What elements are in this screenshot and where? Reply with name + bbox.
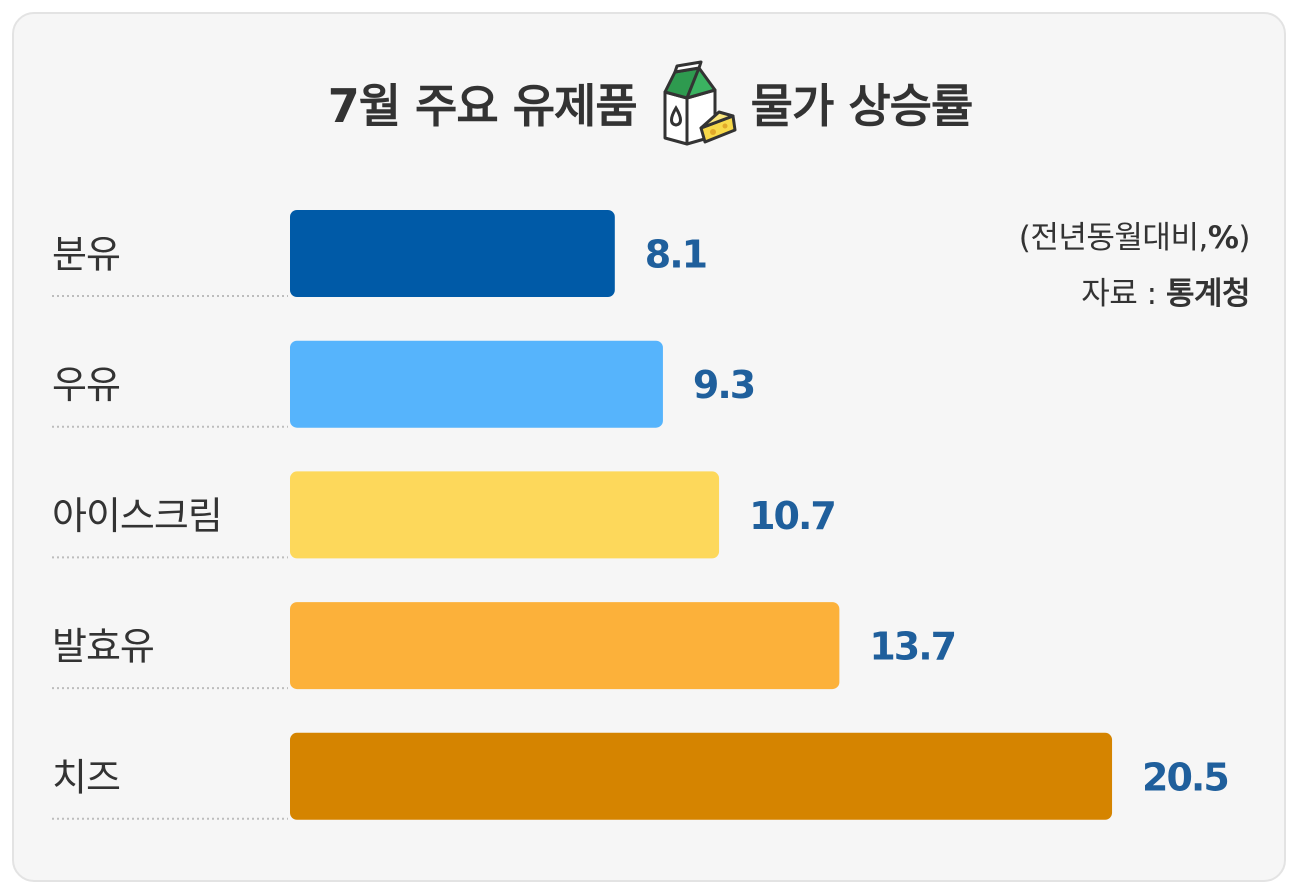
- bar: [290, 471, 720, 559]
- bar: [290, 210, 615, 297]
- chart-title: 7월 주요 유제품 물가 상승률: [0, 58, 1300, 148]
- value-label: 13.7: [869, 625, 955, 669]
- value-label: 8.1: [645, 233, 706, 277]
- source-name: 통계청: [1165, 276, 1251, 312]
- category-label: 우유: [52, 363, 120, 407]
- unit-note-prefix: (전년동월대비,: [1018, 220, 1209, 256]
- bar: [290, 732, 1113, 820]
- category-label: 발효유: [52, 625, 154, 669]
- unit-note: (전년동월대비,%): [1018, 212, 1251, 257]
- bar: [290, 340, 663, 428]
- source-note: 자료 : 통계청: [1081, 268, 1250, 313]
- category-label: 치즈: [52, 755, 120, 799]
- value-label: 9.3: [693, 363, 754, 407]
- value-label: 10.7: [749, 494, 835, 538]
- title-text-before: 7월 주요 유제품: [327, 79, 638, 133]
- unit-note-percent: %: [1207, 220, 1239, 256]
- bar: [290, 602, 840, 690]
- milk-carton-cheese-icon: [663, 60, 737, 146]
- unit-note-suffix: ): [1238, 220, 1250, 256]
- value-label: 20.5: [1142, 755, 1228, 799]
- category-label: 분유: [52, 233, 120, 277]
- source-label: 자료 :: [1081, 276, 1166, 312]
- category-label: 아이스크림: [52, 494, 222, 538]
- title-text-after: 물가 상승률: [750, 79, 974, 133]
